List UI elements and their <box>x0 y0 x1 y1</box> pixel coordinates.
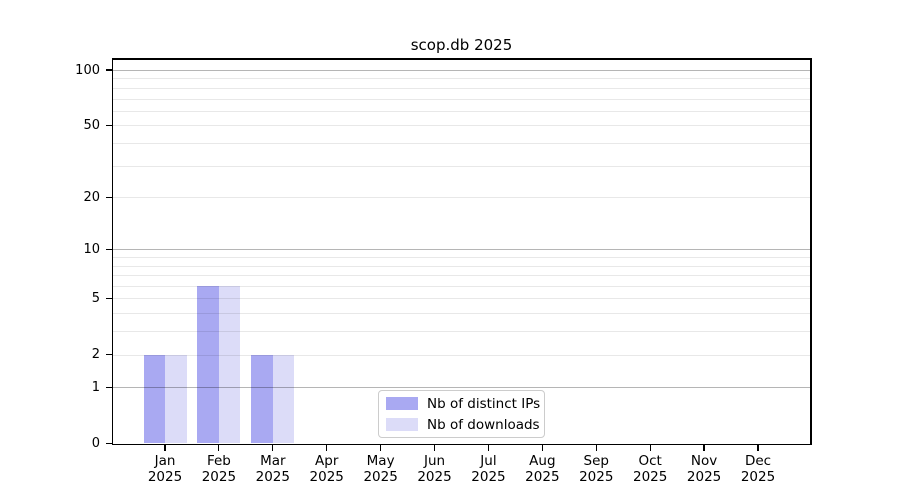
x-label-month: Jul <box>480 452 497 469</box>
x-label-year: 2025 <box>525 469 560 485</box>
x-tick-may <box>380 445 382 451</box>
y-tick-label-0: 0 <box>91 436 100 451</box>
x-axis-spine <box>111 443 812 445</box>
bar-downloads-mar <box>272 354 295 444</box>
legend-label-downloads: Nb of downloads <box>427 416 540 433</box>
gridline-minor-60 <box>113 110 810 112</box>
x-tick-mar <box>272 445 274 451</box>
y-tick-50 <box>106 124 112 126</box>
axis-spine-right <box>810 58 812 445</box>
y-tick-label-1: 1 <box>91 379 100 395</box>
gridline-minor-70 <box>113 98 810 100</box>
gridline-minor-50 <box>113 125 810 127</box>
x-label-year: 2025 <box>255 469 290 485</box>
legend: Nb of distinct IPs Nb of downloads <box>378 390 545 438</box>
x-tick-label-jan: Jan 2025 <box>133 453 197 486</box>
y-tick-10 <box>106 248 112 251</box>
x-tick-label-feb: Feb 2025 <box>187 453 251 486</box>
x-tick-label-dec: Dec 2025 <box>726 453 790 486</box>
y-tick-label-5: 5 <box>91 290 100 306</box>
gridline-minor-20 <box>113 197 810 199</box>
x-label-month: Jun <box>423 452 446 469</box>
gridline-minor-30 <box>113 165 810 167</box>
legend-label-distinct-ips: Nb of distinct IPs <box>427 395 541 412</box>
x-label-year: 2025 <box>201 469 237 485</box>
bar-downloads-feb <box>218 286 241 444</box>
x-label-month: Oct <box>638 452 662 469</box>
x-label-year: 2025 <box>363 469 398 485</box>
chart-title: scop.db 2025 <box>410 36 513 54</box>
y-tick-label-2: 2 <box>91 347 100 363</box>
x-tick-label-aug: Aug 2025 <box>510 453 574 486</box>
plot-area: Nb of distinct IPs Nb of downloads <box>113 58 810 444</box>
y-tick-1 <box>106 386 112 388</box>
x-tick-jul <box>487 445 490 451</box>
bar-downloads-jan <box>165 354 187 444</box>
x-tick-nov <box>703 445 705 451</box>
x-label-month: Apr <box>315 452 339 469</box>
x-tick-jan <box>164 445 166 451</box>
legend-item-distinct-ips: Nb of distinct IPs <box>386 396 540 412</box>
bar-distinct-ips-jan <box>143 354 165 444</box>
gridline-minor-80 <box>113 87 810 89</box>
x-tick-aug <box>541 445 543 451</box>
y-tick-5 <box>106 297 112 300</box>
x-label-month: Nov <box>690 452 718 469</box>
x-tick-label-apr: Apr 2025 <box>295 453 359 486</box>
x-tick-label-jul: Jul 2025 <box>456 453 520 486</box>
x-tick-label-nov: Nov 2025 <box>672 453 736 486</box>
x-tick-label-jun: Jun 2025 <box>403 453 467 486</box>
x-label-year: 2025 <box>632 469 668 485</box>
x-label-year: 2025 <box>417 469 452 485</box>
x-label-year: 2025 <box>740 469 776 485</box>
gridline-minor-8 <box>113 265 810 267</box>
gridline-minor-7 <box>113 275 810 277</box>
x-tick-apr <box>326 445 328 451</box>
gridline-major-10 <box>113 249 810 251</box>
gridline-minor-90 <box>113 78 810 80</box>
x-label-year: 2025 <box>471 469 506 485</box>
y-tick-label-50: 50 <box>83 117 100 133</box>
x-tick-label-mar: Mar 2025 <box>241 453 305 486</box>
legend-item-downloads: Nb of downloads <box>386 417 540 433</box>
x-label-month: May <box>366 452 395 469</box>
x-label-year: 2025 <box>309 469 344 485</box>
x-tick-dec <box>757 445 759 451</box>
y-tick-20 <box>106 196 112 198</box>
x-tick-feb <box>218 445 220 451</box>
x-tick-label-sep: Sep 2025 <box>564 453 628 486</box>
y-tick-label-100: 100 <box>75 62 100 78</box>
y-tick-100 <box>106 69 112 71</box>
x-label-month: Aug <box>529 452 556 469</box>
gridline-minor-40 <box>113 142 810 144</box>
x-label-month: Dec <box>744 452 772 469</box>
x-label-year: 2025 <box>147 469 183 485</box>
bar-distinct-ips-mar <box>251 354 273 444</box>
x-label-month: Sep <box>583 452 609 469</box>
x-tick-jun <box>433 445 436 451</box>
gridline-major-100 <box>113 70 810 71</box>
x-tick-label-may: May 2025 <box>349 453 413 486</box>
y-tick-label-20: 20 <box>83 189 100 205</box>
gridline-minor-9 <box>113 257 810 259</box>
y-axis-spine <box>111 58 113 445</box>
y-tick-0 <box>106 442 112 445</box>
legend-swatch-downloads <box>386 418 418 431</box>
axis-spine-top <box>111 58 812 60</box>
x-label-month: Feb <box>206 452 231 469</box>
bar-distinct-ips-feb <box>197 286 219 444</box>
y-tick-2 <box>106 353 112 356</box>
x-tick-label-oct: Oct 2025 <box>618 453 682 486</box>
y-tick-label-10: 10 <box>83 241 100 257</box>
x-tick-sep <box>595 445 597 451</box>
legend-swatch-distinct-ips <box>386 397 418 410</box>
x-label-year: 2025 <box>686 469 722 485</box>
x-label-month: Mar <box>260 452 286 469</box>
x-label-month: Jan <box>154 452 176 469</box>
x-tick-oct <box>649 445 651 451</box>
x-label-year: 2025 <box>579 469 614 485</box>
